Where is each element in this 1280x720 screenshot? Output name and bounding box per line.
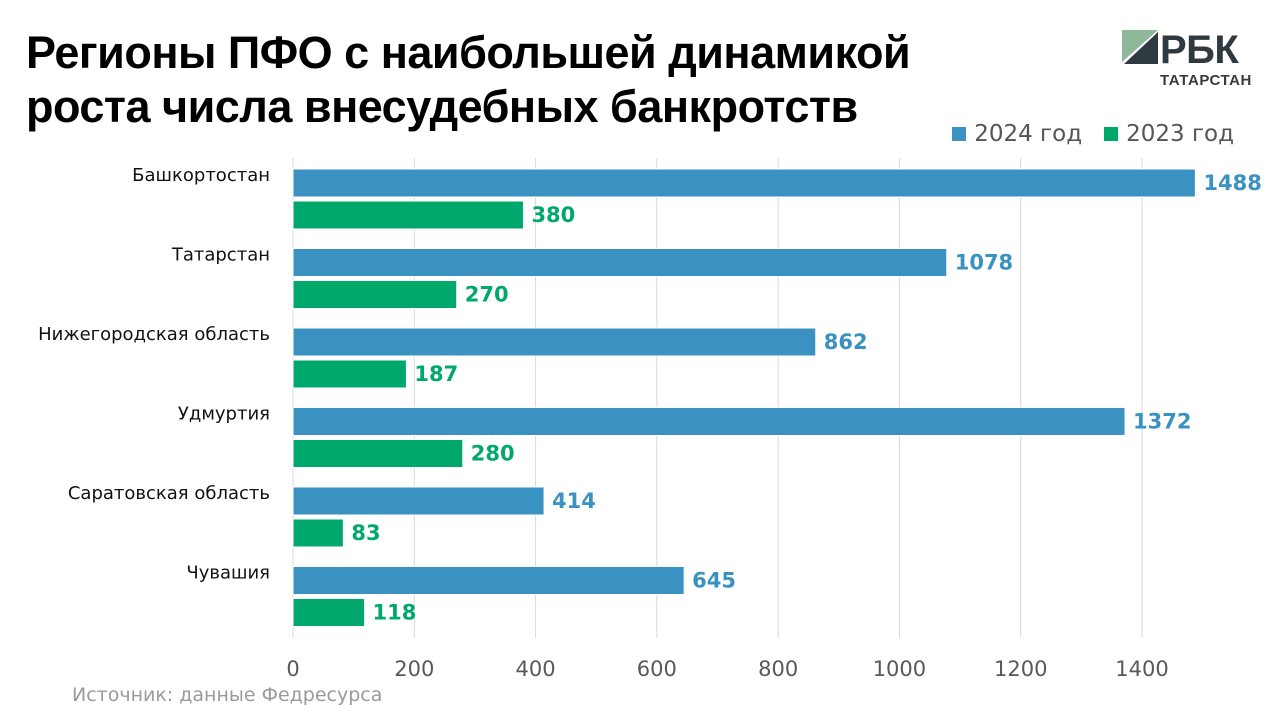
data-label-2024: 1078 xyxy=(955,251,1013,275)
data-label-2023: 280 xyxy=(471,442,515,466)
data-label-2024: 645 xyxy=(692,569,736,593)
legend-label-2024: 2024 год xyxy=(974,121,1083,147)
category-label: Чувашия xyxy=(186,563,270,584)
chart-legend: 2024 год 2023 год xyxy=(952,118,1234,150)
bar-2024 xyxy=(292,248,948,277)
logo-wordmark: РБК xyxy=(1160,28,1239,72)
category-label: Нижегородская область xyxy=(38,324,270,345)
category-label: Башкортостан xyxy=(132,165,270,186)
bar-2023 xyxy=(292,280,458,309)
x-tick-label: 1200 xyxy=(994,657,1047,681)
bar-2023 xyxy=(292,598,366,627)
data-label-2024: 862 xyxy=(824,330,868,354)
bar-2024 xyxy=(292,407,1126,436)
category-label: Саратовская область xyxy=(68,483,270,504)
category-label: Татарстан xyxy=(171,245,270,266)
x-tick-label: 400 xyxy=(516,657,556,681)
data-label-2024: 414 xyxy=(552,489,596,513)
bar-2023 xyxy=(292,518,344,548)
x-tick-label: 200 xyxy=(394,657,434,681)
bar-2024 xyxy=(292,168,1196,198)
data-label-2023: 187 xyxy=(414,362,458,386)
legend-item-2024: 2024 год xyxy=(952,121,1082,147)
rbc-logo xyxy=(1122,30,1257,100)
chart-title: Регионы ПФО с наибольшей динамикой роста… xyxy=(26,27,911,132)
legend-swatch-2024 xyxy=(952,127,967,141)
data-label-2023: 83 xyxy=(351,521,380,545)
logo-mark-icon xyxy=(1122,30,1158,64)
legend-label-2023: 2023 год xyxy=(1126,121,1234,147)
data-label-2023: 270 xyxy=(465,283,509,307)
x-tick-label: 1000 xyxy=(873,657,926,681)
x-tick-label: 0 xyxy=(286,657,299,681)
logo-subtitle: ТАТАРСТАН xyxy=(1160,72,1252,89)
x-tick-label: 1400 xyxy=(1115,657,1168,681)
bar-2024 xyxy=(292,486,545,516)
legend-swatch-2023 xyxy=(1104,127,1119,141)
legend-item-2023: 2023 год xyxy=(1104,121,1234,147)
data-label-2023: 380 xyxy=(531,203,575,227)
data-label-2024: 1372 xyxy=(1133,410,1191,434)
bar-2024 xyxy=(292,566,685,595)
data-label-2024: 1488 xyxy=(1203,171,1261,195)
bar-2024 xyxy=(292,327,817,357)
source-note: Источник: данные Федресурса xyxy=(72,684,383,706)
bar-2023 xyxy=(292,359,407,389)
x-tick-label: 600 xyxy=(637,657,677,681)
x-tick-label: 800 xyxy=(758,657,798,681)
bar-2023 xyxy=(292,439,464,468)
bar-2023 xyxy=(292,200,524,230)
category-label: Удмуртия xyxy=(178,404,270,425)
data-label-2023: 118 xyxy=(373,601,417,625)
